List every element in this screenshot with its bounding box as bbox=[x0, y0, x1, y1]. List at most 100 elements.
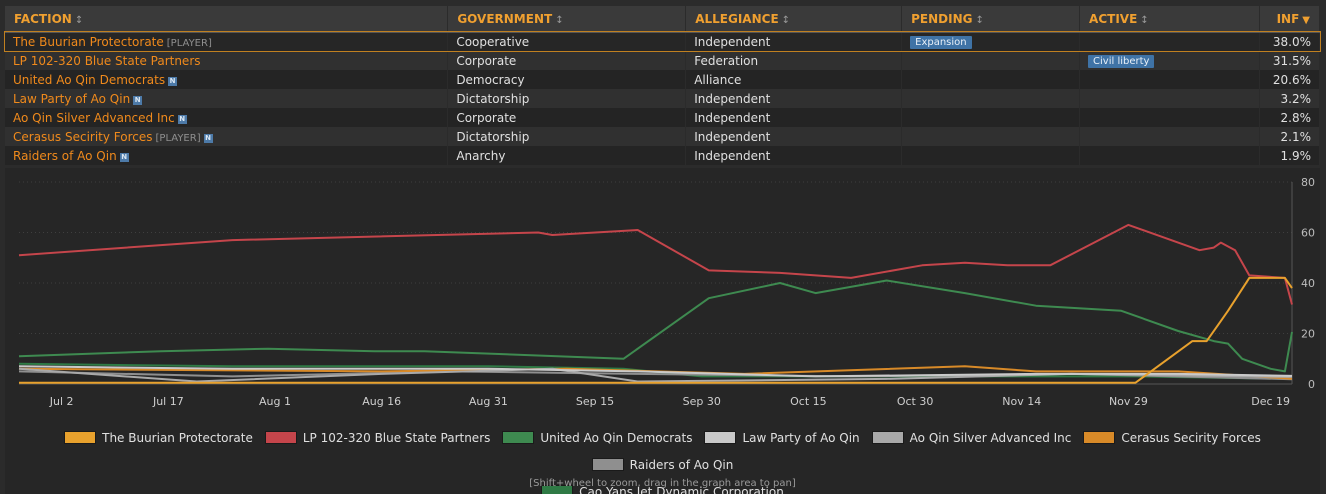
legend-item[interactable]: Raiders of Ao Qin bbox=[591, 452, 734, 479]
inf-value: 20.6% bbox=[1272, 72, 1311, 87]
legend-item[interactable]: United Ao Qin Democrats bbox=[502, 425, 692, 452]
column-header-label: GOVERNMENT bbox=[457, 11, 553, 26]
legend-swatch bbox=[502, 431, 535, 444]
series-line[interactable] bbox=[18, 365, 1293, 378]
legend-item[interactable]: Law Party of Ao Qin bbox=[704, 425, 860, 452]
inf-value: 31.5% bbox=[1272, 53, 1311, 68]
series-line[interactable] bbox=[19, 276, 1293, 384]
series-line[interactable] bbox=[18, 365, 1293, 380]
legend-swatch bbox=[541, 485, 574, 494]
x-tick-label: Nov 14 bbox=[1002, 395, 1041, 408]
cell-inf: 38.0% bbox=[1259, 32, 1321, 51]
x-tick-label: Oct 15 bbox=[790, 395, 827, 408]
cell-pending bbox=[901, 89, 1081, 108]
table-row[interactable]: Raiders of Ao Qin N Anarchy Independent 1.9% bbox=[5, 146, 1321, 165]
legend-swatch bbox=[1083, 431, 1116, 444]
series-line[interactable] bbox=[18, 223, 1293, 305]
influence-chart-svg[interactable]: 0 20 40 60 80 Jul 2 Jul 17 Aug 1 Aug 16 Aug 31 Sep… bbox=[5, 168, 1320, 423]
column-header-allegiance[interactable]: ALLEGIANCE ↕ bbox=[685, 6, 903, 33]
chart-hint: [Shift+wheel to zoom, drag in the graph … bbox=[529, 478, 796, 489]
government-value: Cooperative bbox=[456, 34, 530, 49]
allegiance-value: Independent bbox=[694, 129, 771, 144]
faction-link[interactable]: United Ao Qin Democrats bbox=[13, 72, 166, 87]
npc-badge-icon: N bbox=[119, 152, 129, 162]
legend-swatch bbox=[64, 431, 97, 444]
faction-link[interactable]: Cerasus Secirity Forces bbox=[13, 129, 153, 144]
x-tick-label: Aug 16 bbox=[362, 395, 401, 408]
faction-link[interactable]: Law Party of Ao Qin bbox=[13, 91, 131, 106]
cell-allegiance: Alliance bbox=[685, 70, 903, 89]
legend-item[interactable]: LP 102-320 Blue State Partners bbox=[264, 425, 490, 452]
legend-label: Raiders of Ao Qin bbox=[629, 458, 734, 472]
legend-item[interactable]: Cao Yans Jet Dynamic Corporation bbox=[541, 479, 784, 494]
inf-value: 38.0% bbox=[1272, 34, 1311, 49]
npc-badge-icon: N bbox=[177, 114, 187, 124]
table-row[interactable]: Law Party of Ao Qin N Dictatorship Independ… bbox=[5, 89, 1321, 108]
cell-faction: Law Party of Ao Qin N bbox=[5, 89, 449, 108]
factions-table: FACTION ↕ GOVERNMENT ↕ ALLEGIANCE ↕ PENDING ↕ AC… bbox=[4, 6, 1321, 165]
cell-allegiance: Federation bbox=[685, 51, 903, 70]
legend-swatch bbox=[591, 458, 624, 471]
table-row[interactable]: Ao Qin Silver Advanced Inc N Corporate Inde… bbox=[5, 108, 1321, 127]
column-header-active[interactable]: ACTIVE ↕ bbox=[1079, 6, 1260, 33]
allegiance-value: Independent bbox=[694, 34, 771, 49]
legend-swatch bbox=[264, 431, 297, 444]
cell-active bbox=[1079, 70, 1260, 89]
legend-item[interactable]: Ao Qin Silver Advanced Inc bbox=[871, 425, 1071, 452]
y-tick-label: 20 bbox=[1301, 328, 1315, 341]
cell-pending: Expansion bbox=[901, 32, 1081, 51]
cell-faction: Ao Qin Silver Advanced Inc N bbox=[5, 108, 449, 127]
column-header-inf[interactable]: INF ▼ bbox=[1259, 6, 1321, 33]
x-tick-label: Jul 2 bbox=[49, 395, 74, 408]
column-header-label: INF bbox=[1276, 11, 1300, 26]
column-header-label: ALLEGIANCE bbox=[695, 11, 779, 26]
sort-both-icon: ↕ bbox=[781, 14, 791, 26]
cell-faction: LP 102-320 Blue State Partners bbox=[5, 51, 449, 70]
government-value: Democracy bbox=[456, 72, 525, 87]
x-tick-label: Aug 1 bbox=[259, 395, 291, 408]
allegiance-value: Federation bbox=[694, 53, 759, 68]
influence-chart[interactable]: 0 20 40 60 80 Jul 2 Jul 17 Aug 1 Aug 16 Aug 31 Sep… bbox=[5, 168, 1320, 494]
table-row[interactable]: The Buurian Protectorate [PLAYER] Cooperat… bbox=[4, 31, 1321, 52]
legend-swatch bbox=[704, 431, 737, 444]
legend-label: United Ao Qin Democrats bbox=[540, 431, 693, 445]
table-row[interactable]: United Ao Qin Democrats N Democracy Allianc… bbox=[5, 70, 1321, 89]
active-state-badge: Civil liberty bbox=[1088, 55, 1155, 68]
legend-item[interactable]: Cerasus Secirity Forces bbox=[1083, 425, 1261, 452]
faction-link[interactable]: Ao Qin Silver Advanced Inc bbox=[13, 110, 175, 125]
cell-active bbox=[1079, 127, 1260, 146]
column-header-faction[interactable]: FACTION ↕ bbox=[5, 6, 449, 33]
x-tick-label: Dec 19 bbox=[1251, 395, 1290, 408]
cell-pending bbox=[901, 51, 1081, 70]
cell-active: Civil liberty bbox=[1079, 51, 1260, 70]
series-line[interactable] bbox=[18, 279, 1293, 373]
cell-government: Dictatorship bbox=[447, 127, 687, 146]
cell-government: Cooperative bbox=[447, 32, 687, 51]
x-tick-label: Jul 17 bbox=[152, 395, 184, 408]
sort-both-icon: ↕ bbox=[1140, 14, 1149, 26]
y-tick-label: 80 bbox=[1301, 176, 1315, 189]
faction-link[interactable]: LP 102-320 Blue State Partners bbox=[13, 53, 201, 68]
inf-value: 2.8% bbox=[1280, 110, 1312, 125]
table-body: The Buurian Protectorate [PLAYER] Cooperat… bbox=[4, 31, 1321, 165]
cell-government: Dictatorship bbox=[447, 89, 687, 108]
cell-inf: 2.8% bbox=[1259, 108, 1321, 127]
cell-government: Corporate bbox=[447, 108, 687, 127]
allegiance-value: Independent bbox=[694, 148, 771, 163]
table-row[interactable]: LP 102-320 Blue State Partners Corporate F… bbox=[5, 51, 1321, 70]
table-row[interactable]: Cerasus Secirity Forces [PLAYER] N Dictator… bbox=[5, 127, 1321, 146]
sort-both-icon: ↕ bbox=[555, 14, 564, 26]
column-header-label: FACTION bbox=[14, 11, 72, 26]
cell-government: Democracy bbox=[447, 70, 687, 89]
chart-legend: The Buurian Protectorate LP 102-320 Blue … bbox=[5, 425, 1320, 494]
legend-label: Law Party of Ao Qin bbox=[742, 431, 860, 445]
faction-link[interactable]: Raiders of Ao Qin bbox=[13, 148, 117, 163]
faction-link[interactable]: The Buurian Protectorate bbox=[13, 34, 164, 49]
legend-item[interactable]: The Buurian Protectorate bbox=[64, 425, 253, 452]
x-tick-label: Nov 29 bbox=[1109, 395, 1148, 408]
legend-label: Cao Yans Jet Dynamic Corporation bbox=[579, 485, 784, 494]
sort-both-icon: ↕ bbox=[74, 14, 84, 26]
government-value: Dictatorship bbox=[456, 91, 530, 106]
column-header-government[interactable]: GOVERNMENT ↕ bbox=[447, 6, 687, 33]
column-header-pending[interactable]: PENDING ↕ bbox=[901, 6, 1081, 33]
